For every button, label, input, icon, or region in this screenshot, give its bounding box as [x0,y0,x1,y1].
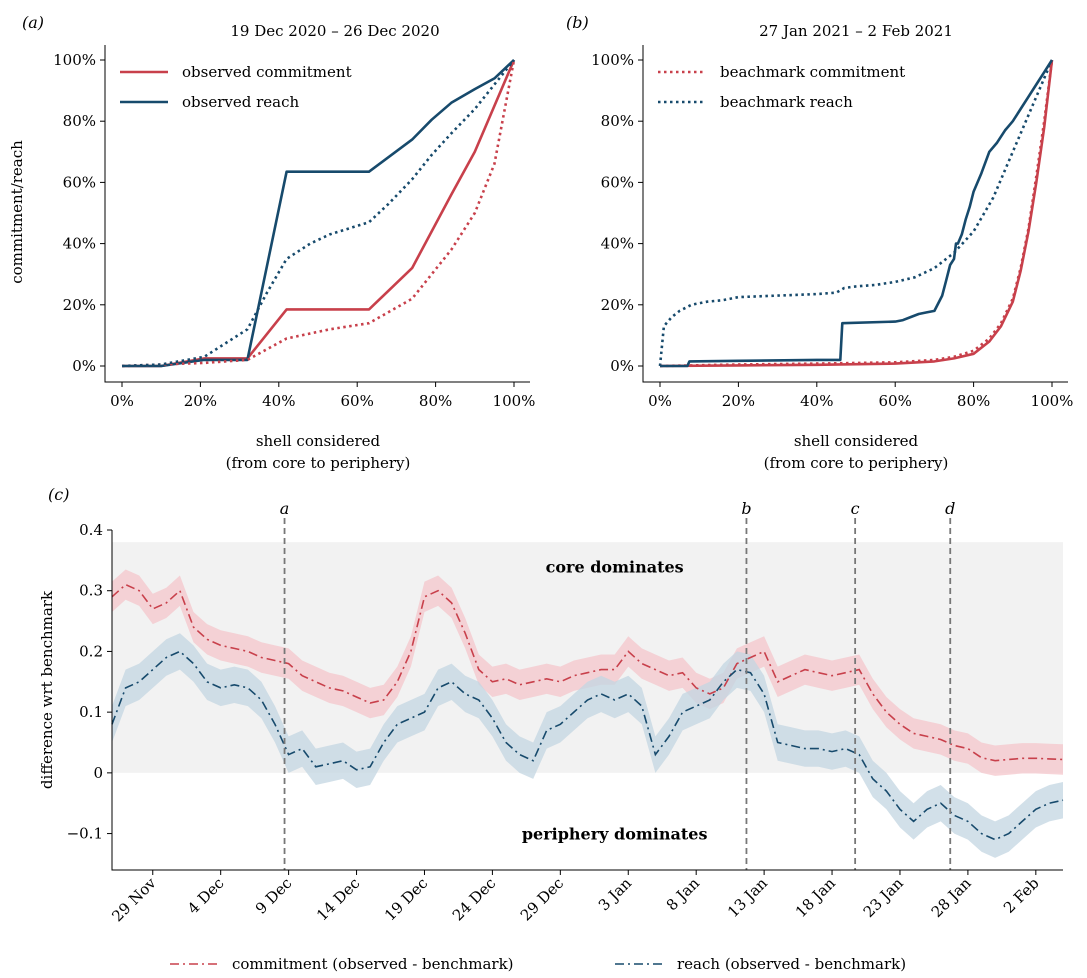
series-line-benchmark-commitment [121,59,516,368]
legend-label: commitment (observed - benchmark) [232,955,514,973]
x-tick-label: 9 Dec [252,874,296,918]
x-tick-label: 60% [879,392,912,410]
panel-c-label: (c) [48,485,69,504]
legend-label: beachmark reach [720,93,853,111]
y-tick-label: 20% [601,296,634,314]
event-vline-label: b [741,499,751,518]
panel-c-ylabel: difference wrt benchmark [38,590,56,789]
y-tick-label: 0.4 [79,521,103,539]
y-tick-label: 0.2 [79,642,103,660]
annotation-core-dominates: core dominates [546,558,684,577]
panel-c-vlines: a b c d [280,499,955,870]
panel-a-xlabel-line1: shell considered [256,432,381,450]
panel-a-series [121,59,516,368]
panel-b-title: 27 Jan 2021 – 2 Feb 2021 [759,22,953,40]
x-tick-label: 80% [957,392,990,410]
y-tick-label: 40% [601,235,634,253]
panel-a-xlabel-line2: (from core to periphery) [226,454,411,472]
y-tick-label: −0.1 [67,825,103,843]
x-tick-label: 40% [800,392,833,410]
y-tick-label: 0.1 [79,703,103,721]
panel-a-ticks: 0% 20% 40% 60% 80% 100% 0% 20% 40% 60% 80% 100% [53,51,535,410]
series-line-beachmark-reach [658,59,1054,367]
y-tick-label: 100% [53,51,96,69]
panel-b-xlabel-line1: shell considered [794,432,919,450]
panel-c: (c) difference wrt benchmark a b c d −0.1 0 0… [38,485,1064,973]
event-vline-label: a [280,499,290,518]
y-tick-label: 0% [610,357,634,375]
y-tick-label: 100% [591,51,634,69]
y-tick-label: 0 [93,764,103,782]
panel-a-axes [104,45,530,383]
legend-label: reach (observed - benchmark) [677,955,906,973]
x-tick-label: 14 Dec [313,874,363,924]
x-tick-label: 0% [648,392,672,410]
series-line [111,583,1064,762]
panel-b-xlabel-line2: (from core to periphery) [764,454,949,472]
y-tick-label: 0.3 [79,582,103,600]
y-tick-label: 80% [63,112,96,130]
x-tick-label: 20% [184,392,217,410]
panel-c-series [111,583,1064,841]
x-tick-label: 100% [493,392,536,410]
series-line-observed-commitment [659,59,1054,368]
series-line [111,650,1064,841]
x-tick-label: 60% [341,392,374,410]
x-tick-label: 19 Dec [381,874,431,924]
x-tick-label: 18 Jan [792,874,839,921]
panel-b-legend: beachmark commitment beachmark reach [658,63,905,111]
x-tick-label: 28 Jan [928,874,975,921]
y-tick-label: 40% [63,235,96,253]
x-tick-label: 80% [419,392,452,410]
event-vline-label: c [851,499,860,518]
x-tick-label: 100% [1031,392,1074,410]
panel-b-ticks: 0% 20% 40% 60% 80% 100% 0% 20% 40% 60% 80% 100% [591,51,1073,410]
x-tick-label: 40% [262,392,295,410]
panel-a-title: 19 Dec 2020 – 26 Dec 2020 [230,22,439,40]
series-line-observed-reach [660,59,1054,368]
y-tick-label: 80% [601,112,634,130]
legend-label: beachmark commitment [720,63,905,81]
panel-b-label: (b) [566,13,589,32]
x-tick-label: 23 Jan [860,874,907,921]
x-tick-label: 20% [722,392,755,410]
y-tick-label: 20% [63,296,96,314]
panel-a: (a) 19 Dec 2020 – 26 Dec 2020 commitment… [8,13,535,472]
event-vline-label: d [945,499,955,518]
x-tick-label: 0% [110,392,134,410]
series-line-benchmark-reach [121,59,516,368]
panel-c-axes [111,530,1063,871]
x-tick-label: 3 Jan [595,874,635,914]
panel-b: (b) 27 Jan 2021 – 2 Feb 2021 shell consi… [566,13,1073,472]
confidence-band [112,633,1063,858]
x-tick-label: 29 Dec [517,874,567,924]
x-tick-label: 29 Nov [108,874,160,926]
series-line-beachmark-commitment [659,59,1054,368]
legend-label: observed commitment [182,63,352,81]
panel-c-legend: commitment (observed - benchmark) reach (… [170,955,906,973]
x-tick-label: 2 Feb [1000,874,1043,917]
x-tick-label: 13 Jan [724,874,771,921]
legend-label: observed reach [182,93,299,111]
panel-a-legend: observed commitment observed reach [120,63,352,111]
series-line-observed-commitment [122,59,516,368]
x-tick-label: 4 Dec [184,874,228,918]
series-line-observed-reach [122,59,515,368]
x-tick-label: 8 Jan [663,874,703,914]
panel-a-label: (a) [22,13,44,32]
panel-a-ylabel: commitment/reach [8,140,26,284]
y-tick-label: 60% [601,173,634,191]
panel-b-series [658,59,1054,368]
panel-b-axes [642,45,1068,383]
annotation-periphery-dominates: periphery dominates [522,825,708,844]
y-tick-label: 60% [63,173,96,191]
x-tick-label: 24 Dec [449,874,499,924]
y-tick-label: 0% [72,357,96,375]
